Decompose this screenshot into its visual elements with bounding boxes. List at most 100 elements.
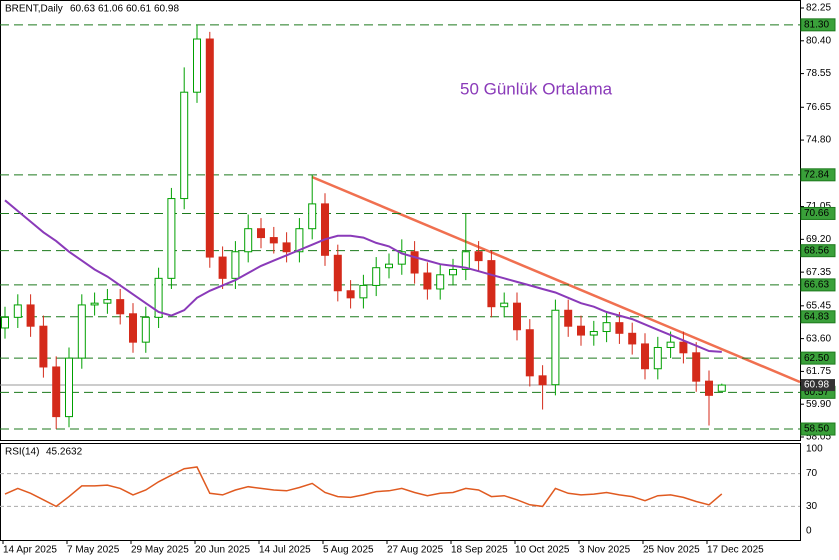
level-box [800,18,836,32]
candle-body [385,263,393,269]
candle-body [423,272,432,290]
level-label: 66.63 [804,280,829,291]
price-box [801,379,835,392]
level-box [800,351,836,365]
level-box [800,422,836,436]
y-tick-label: 59.90 [806,399,831,410]
candle-body [141,316,150,343]
candle-body [1,316,9,329]
candle-body [193,38,201,93]
candle-body [77,304,86,359]
y-tick-label: 74.80 [806,135,831,146]
candle-body [180,91,189,200]
candle-body [500,302,509,308]
candle-body [90,302,99,306]
candle-body [282,242,291,253]
level-box [800,310,836,324]
candle-body [244,228,253,253]
candle-body [410,251,419,274]
x-tick-label: 10 Oct 2025 [515,545,570,556]
candle-body [474,251,483,262]
candle-body [564,309,573,327]
candle-body [359,284,368,299]
candle-body [39,325,48,368]
y-tick-label: 78.55 [806,68,831,79]
candle-body [13,304,22,318]
level-box [800,206,836,220]
candle-body [269,237,278,244]
candle-body [129,313,137,343]
candle-body [692,352,701,382]
level-box [800,278,836,292]
candle-body [346,290,355,299]
candle-body [295,228,304,253]
x-tick-label: 14 Jul 2025 [259,545,311,556]
candle-body [538,375,547,386]
trend-line [311,175,801,384]
level-label: 60.57 [804,387,829,398]
candle-body [602,322,611,333]
candle-body [615,322,624,334]
close-value: 60.98 [154,4,179,15]
candle-body [52,366,61,418]
rsi-tick-label: 30 [806,501,818,512]
level-label: 62.50 [804,353,829,364]
rsi-value: 45.2632 [46,447,83,458]
candle-body [26,304,35,327]
level-label: 81.30 [804,19,829,30]
y-tick-label: 58.05 [806,432,831,443]
x-tick-label: 7 May 2025 [67,545,120,556]
x-tick-label: 29 May 2025 [131,545,189,556]
y-tick-label: 65.45 [806,300,831,311]
y-tick-label: 61.75 [806,366,831,377]
level-label: 72.84 [804,169,829,180]
rsi-panel [0,443,801,541]
candle-body [103,299,112,304]
candle-body [397,251,406,265]
rsi-tick-label: 100 [806,444,823,455]
level-label: 68.56 [804,245,829,256]
candle-body [218,256,227,279]
candle-body [641,343,649,370]
open-value: 60.63 [70,4,95,15]
candle-body [705,380,713,396]
candle-body [513,302,521,331]
rsi-line [4,466,723,508]
candle-body [679,341,688,354]
candle-body [116,299,125,315]
rsi-tick-label: 0 [806,526,812,537]
level-box [800,244,836,258]
x-tick-label: 25 Nov 2025 [643,545,700,556]
candle-body [551,309,560,386]
candle-body [321,203,329,256]
candle-body [167,198,176,279]
candle-body [628,332,637,345]
candle-body [154,277,163,318]
x-tick-label: 3 Nov 2025 [579,545,631,556]
x-tick-label: 27 Aug 2025 [387,545,444,556]
candle-body [449,268,457,276]
candle-body [308,203,317,230]
y-tick-label: 76.65 [806,102,831,113]
candle-body [65,357,73,418]
candle-body [461,251,470,270]
level-label: 70.66 [804,208,829,219]
rsi-tick-label: 70 [806,468,818,479]
high-value: 61.06 [98,4,123,15]
candle-body [653,346,662,370]
candle-body [372,267,381,286]
candle-body [333,254,342,292]
x-tick-label: 14 Apr 2025 [3,545,57,556]
symbol: BRENT,Daily [5,4,63,15]
y-tick-label: 67.35 [806,267,831,278]
candle-body [666,341,675,348]
x-tick-label: 20 Jun 2025 [195,545,250,556]
price-label: 60.98 [804,380,829,391]
x-tick-label: 18 Sep 2025 [451,545,508,556]
y-tick-label: 80.40 [806,35,831,46]
candle-body [525,329,534,377]
level-label: 58.50 [804,424,829,435]
y-tick-label: 82.25 [806,3,831,14]
y-tick-label: 63.60 [806,333,831,344]
